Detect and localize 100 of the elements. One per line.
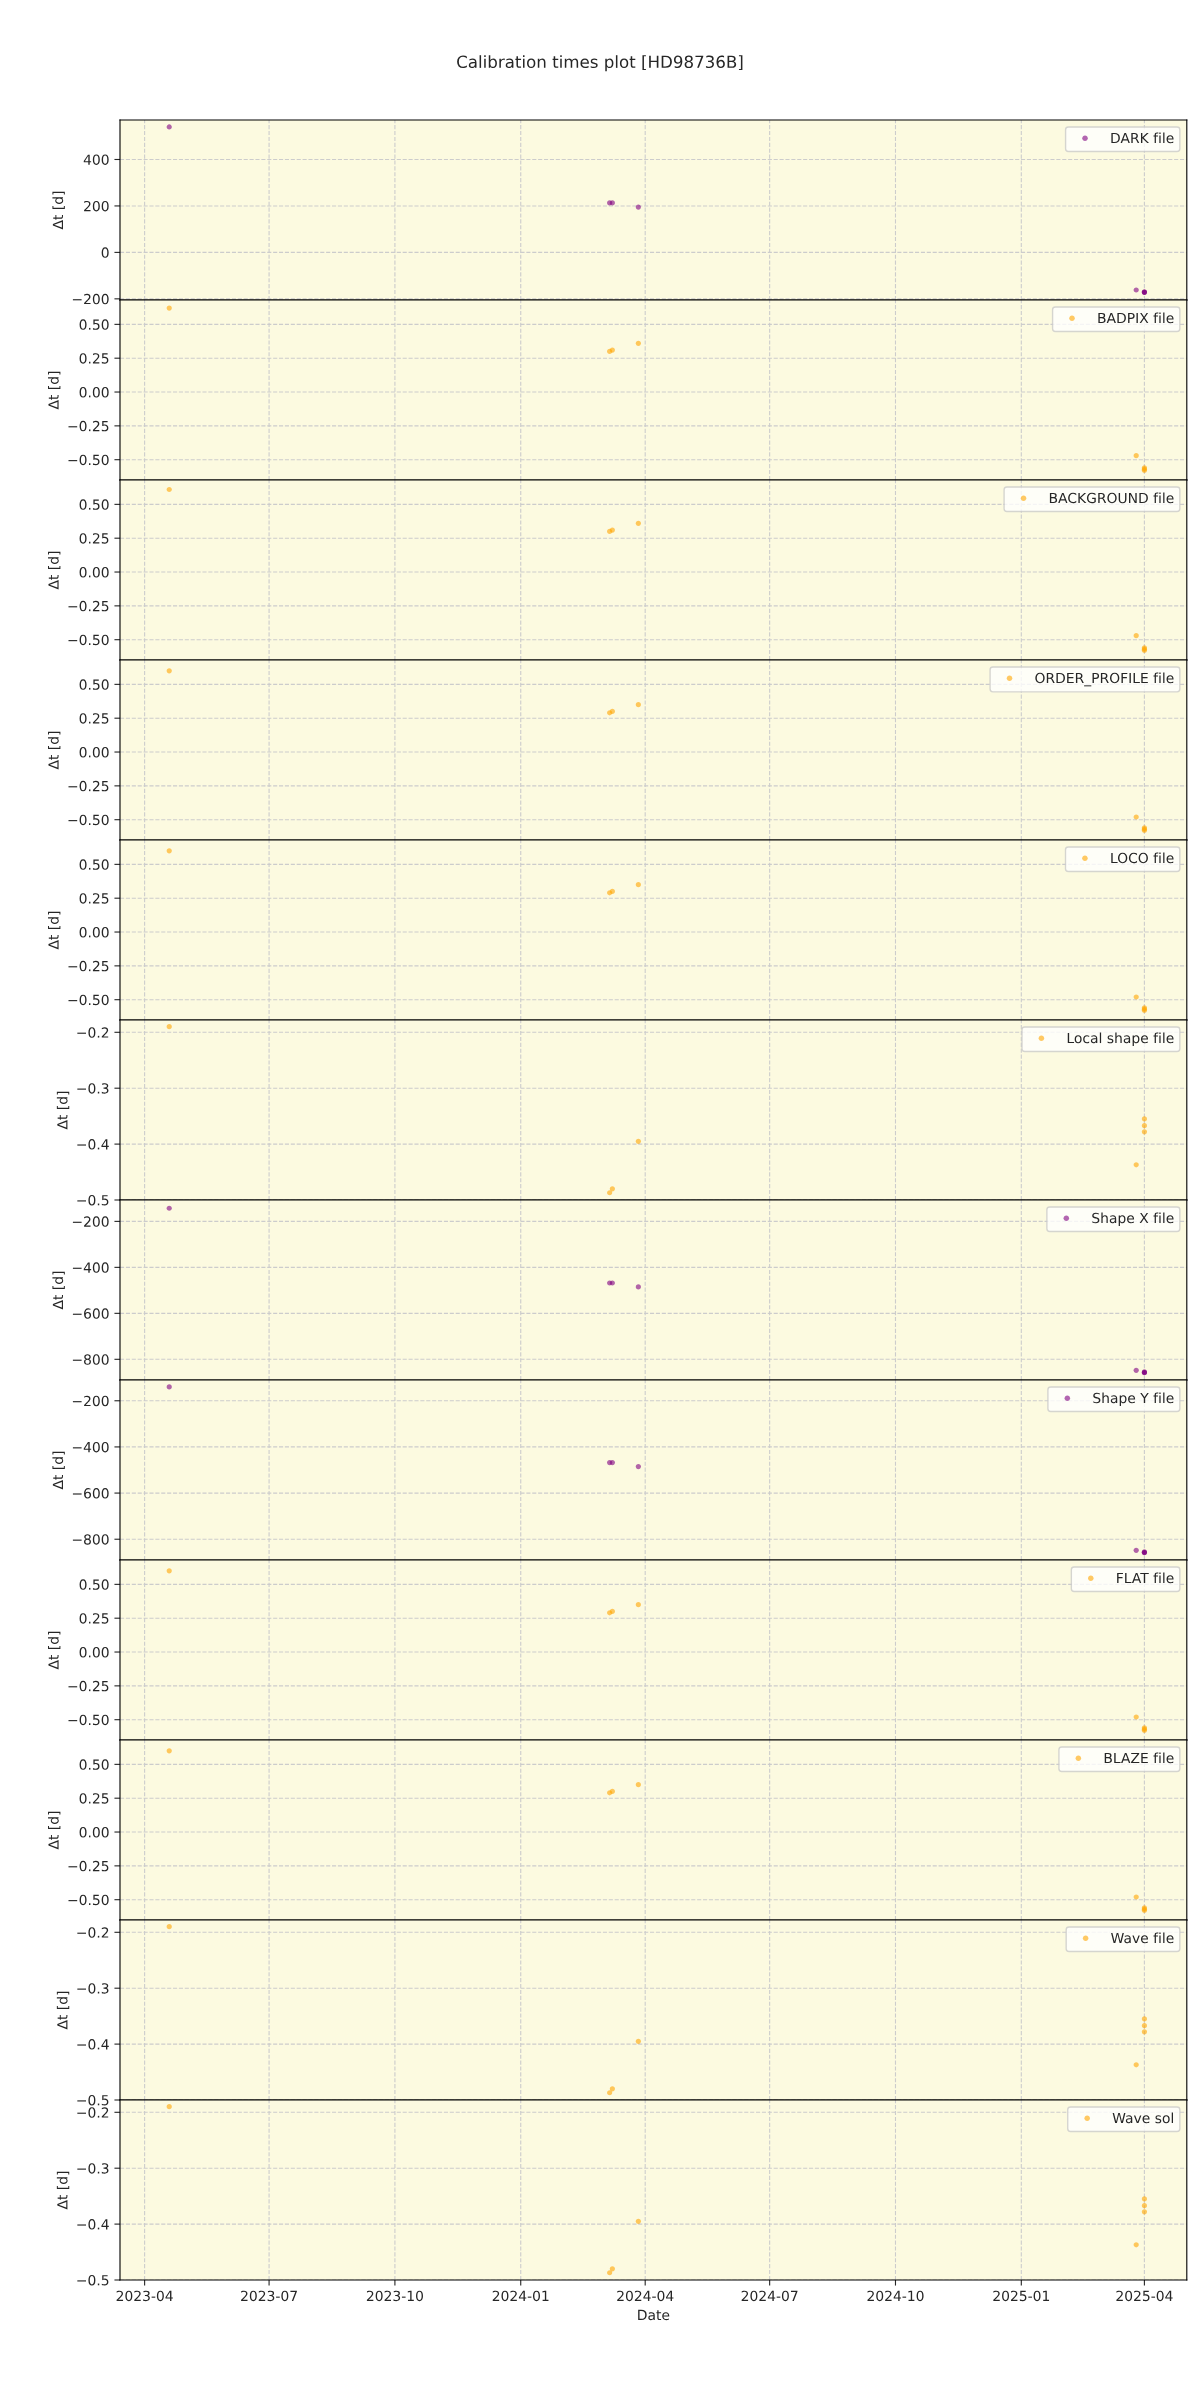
point [166, 1568, 172, 1574]
point [1141, 2029, 1147, 2035]
legend-label: Shape X file [1092, 1212, 1174, 1226]
y-tick-label: −800 [72, 1354, 109, 1365]
y-tick-label: −0.3 [77, 2163, 109, 2174]
point [1133, 2242, 1139, 2248]
x-tick-label: 2024-04 [617, 2290, 674, 2302]
y-tick-label: −0.2 [77, 1027, 109, 1038]
point [166, 1924, 172, 1930]
y-tick-label: 0.50 [79, 859, 109, 870]
x-tick-label: 2023-10 [366, 2290, 423, 2302]
y-tick-label: 0.00 [79, 1827, 109, 1838]
legend-label: LOCO file [1111, 852, 1174, 864]
y-tick-label: 0.25 [79, 893, 109, 904]
y-tick-label: −0.3 [77, 1083, 109, 1094]
y-axis-title: Δt [d] [48, 551, 61, 590]
point [635, 1463, 641, 1470]
chart-title: Calibration times plot [HD98736B] [457, 55, 743, 72]
legend-label: FLAT file [1117, 1572, 1174, 1584]
point [166, 1748, 172, 1754]
point [166, 668, 172, 674]
y-tick-label: −0.4 [77, 1139, 109, 1150]
y-tick-label: 0.00 [79, 567, 109, 578]
y-tick-label: −0.25 [68, 420, 109, 432]
point [635, 1138, 641, 1144]
y-tick-label: 0.50 [79, 499, 109, 510]
y-tick-label: −0.25 [68, 1860, 109, 1872]
y-tick-label: −200 [72, 1395, 109, 1407]
y-tick-label: −0.3 [77, 1983, 109, 1994]
y-tick-label: 0.50 [79, 679, 109, 690]
y-axis-title: Δt [d] [56, 1991, 70, 2030]
y-tick-label: 0.00 [79, 1647, 109, 1658]
point [1141, 1129, 1147, 1135]
legend-label: Local shape file [1067, 1032, 1174, 1046]
y-tick-label: −0.50 [68, 1714, 109, 1726]
y-tick-label: −0.50 [68, 1894, 109, 1906]
x-axis-title: Date [638, 2309, 670, 2321]
point [1133, 633, 1139, 639]
y-tick-label: 0.00 [79, 927, 109, 938]
y-tick-label: −200 [72, 1216, 109, 1227]
point [166, 1384, 172, 1390]
point [607, 1190, 613, 1196]
point [166, 1024, 172, 1030]
y-axis-title: Δt [d] [48, 911, 61, 950]
y-axis-title: Δt [d] [48, 731, 61, 770]
y-tick-label: −0.5 [77, 2274, 109, 2286]
y-tick-label: −0.25 [68, 960, 109, 972]
x-tick-label: 2025-04 [1116, 2290, 1173, 2302]
point [635, 2218, 641, 2224]
y-tick-label: −0.4 [77, 2039, 109, 2050]
point [635, 2038, 641, 2044]
y-tick-label: 0.25 [79, 533, 109, 544]
legend-label: Wave file [1111, 1932, 1174, 1944]
y-tick-label: 400 [83, 154, 109, 165]
y-tick-label: −200 [72, 293, 109, 305]
y-tick-label: −0.2 [77, 2107, 109, 2118]
point [1141, 2209, 1147, 2215]
point [1141, 2023, 1147, 2029]
y-tick-label: −0.50 [68, 994, 109, 1006]
point [609, 2266, 615, 2272]
point [1133, 453, 1139, 459]
y-tick-label: −0.25 [68, 600, 109, 612]
point [635, 1602, 641, 1608]
point [166, 305, 172, 311]
y-tick-label: −600 [72, 1308, 109, 1319]
y-tick-label: 0.25 [79, 1793, 109, 1804]
y-tick-label: −0.5 [77, 1194, 109, 1206]
y-axis-title: Δt [d] [48, 1631, 61, 1670]
point [1133, 1547, 1139, 1553]
x-tick-label: 2023-04 [116, 2290, 173, 2302]
x-tick-label: 2024-10 [867, 2290, 924, 2302]
y-tick-label: −0.2 [77, 1927, 109, 1938]
point [1133, 1367, 1139, 1373]
point [166, 1205, 172, 1211]
y-axis-title: Δt [d] [56, 2171, 70, 2210]
y-axis-title: Δt [d] [48, 1811, 61, 1850]
point [166, 486, 172, 493]
point [607, 2270, 613, 2276]
y-tick-label: −0.25 [68, 1680, 109, 1692]
legend-label: Shape Y file [1093, 1392, 1174, 1406]
y-tick-label: −0.4 [77, 2219, 109, 2230]
point [635, 340, 641, 346]
y-tick-label: −0.50 [68, 454, 109, 466]
y-tick-label: −600 [72, 1488, 109, 1499]
point [1133, 1894, 1139, 1900]
x-tick-label: 2024-01 [492, 2290, 549, 2302]
y-tick-label: 0.50 [79, 319, 109, 330]
point [1141, 1116, 1147, 1122]
y-axis-title: Δt [d] [48, 371, 61, 410]
point [635, 204, 641, 210]
legend-label: BLAZE file [1104, 1752, 1174, 1764]
point [1141, 2203, 1147, 2209]
y-tick-label: 0.00 [79, 387, 109, 398]
x-tick-label: 2025-01 [993, 2290, 1050, 2302]
point [1133, 814, 1139, 820]
point [609, 2086, 615, 2092]
y-axis-title: Δt [d] [52, 191, 65, 230]
y-tick-label: −400 [72, 1441, 109, 1453]
point [609, 1186, 615, 1192]
legend-label: Wave sol [1112, 2112, 1173, 2124]
